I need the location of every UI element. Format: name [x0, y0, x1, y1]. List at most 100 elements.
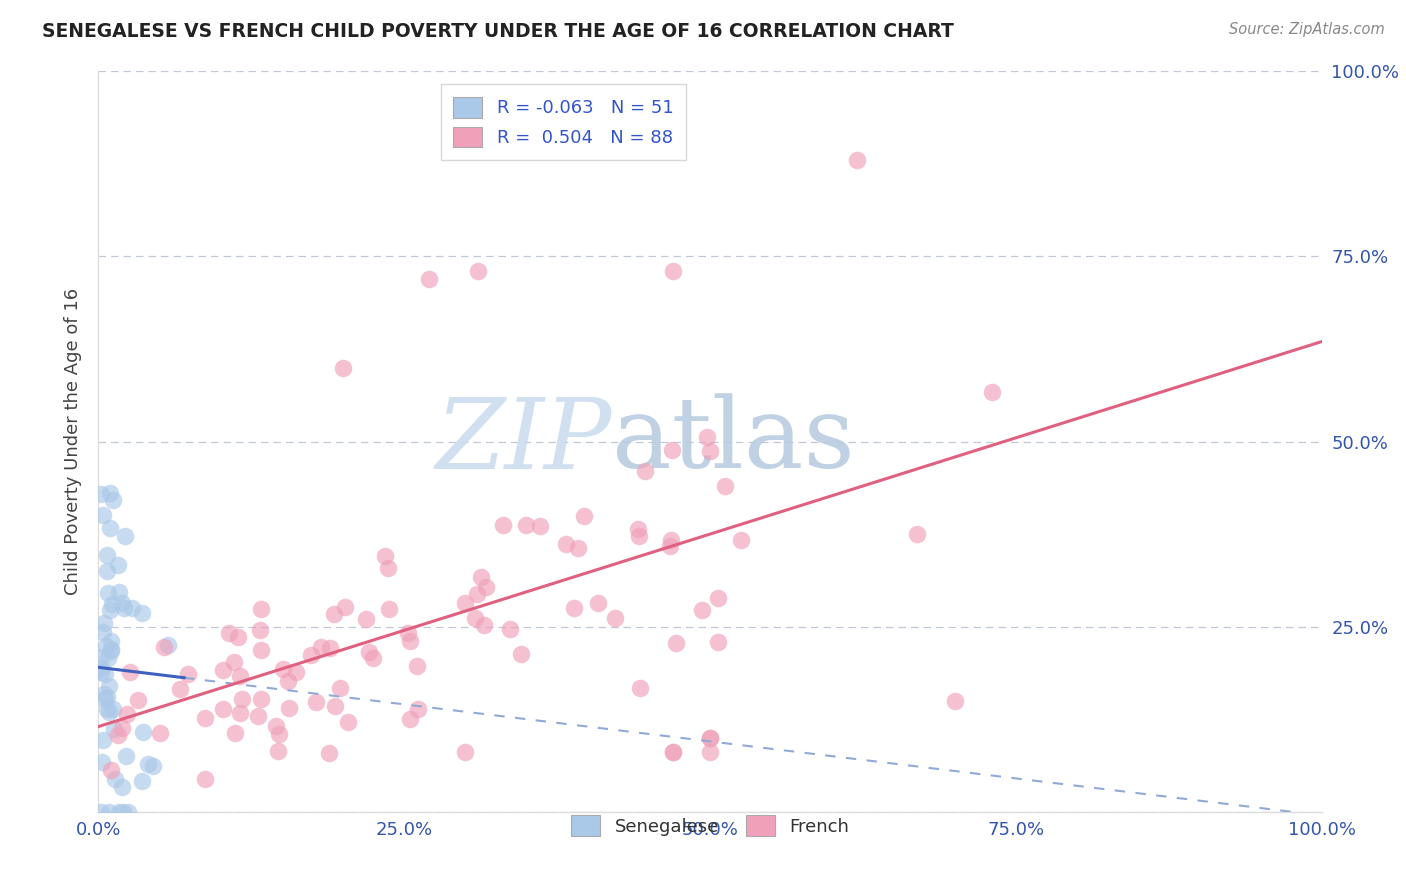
Text: ZIP: ZIP: [436, 394, 612, 489]
Point: [169, 681, 191, 696]
Point: [93, 616, 115, 631]
Point: [98, 679, 121, 693]
Point: [194, 772, 217, 786]
Point: [357, 645, 380, 659]
Point: [97, 651, 120, 665]
Point: [845, 153, 868, 168]
Point: [111, 596, 134, 610]
Y-axis label: Child Poverty Under the Age of 16: Child Poverty Under the Age of 16: [63, 288, 82, 595]
Point: [399, 712, 422, 726]
Point: [142, 759, 165, 773]
Point: [90, 650, 112, 665]
Point: [277, 673, 299, 688]
Point: [603, 611, 626, 625]
Point: [112, 805, 135, 819]
Point: [100, 634, 122, 648]
Point: [131, 607, 153, 621]
Point: [662, 746, 685, 760]
Point: [332, 360, 354, 375]
Point: [659, 533, 682, 547]
Point: [96, 690, 118, 704]
Point: [285, 665, 308, 679]
Point: [98, 486, 121, 500]
Point: [96, 702, 118, 716]
Point: [93, 687, 115, 701]
Point: [699, 746, 721, 760]
Point: [103, 723, 125, 737]
Point: [662, 264, 685, 278]
Point: [98, 805, 121, 819]
Point: [454, 746, 477, 760]
Point: [97, 586, 120, 600]
Point: [627, 522, 650, 536]
Point: [121, 600, 143, 615]
Point: [696, 430, 718, 444]
Point: [211, 702, 233, 716]
Point: [266, 719, 288, 733]
Point: [628, 681, 651, 695]
Point: [730, 533, 752, 547]
Point: [699, 731, 721, 745]
Point: [194, 711, 217, 725]
Point: [91, 755, 114, 769]
Point: [90, 487, 112, 501]
Point: [499, 622, 522, 636]
Point: [567, 541, 589, 555]
Point: [354, 612, 377, 626]
Point: [627, 528, 650, 542]
Point: [574, 508, 596, 523]
Point: [157, 638, 180, 652]
Point: [378, 602, 401, 616]
Point: [377, 561, 399, 575]
Point: [467, 264, 489, 278]
Point: [699, 731, 721, 745]
Point: [249, 692, 271, 706]
Point: [454, 596, 477, 610]
Point: [406, 659, 429, 673]
Point: [98, 603, 121, 617]
Text: Source: ZipAtlas.com: Source: ZipAtlas.com: [1229, 22, 1385, 37]
Point: [465, 587, 488, 601]
Point: [943, 694, 966, 708]
Point: [228, 706, 250, 720]
Point: [406, 701, 429, 715]
Point: [665, 636, 688, 650]
Point: [107, 805, 129, 819]
Point: [690, 602, 713, 616]
Point: [93, 691, 115, 706]
Point: [319, 641, 342, 656]
Point: [224, 725, 246, 739]
Point: [247, 709, 270, 723]
Text: SENEGALESE VS FRENCH CHILD POVERTY UNDER THE AGE OF 16 CORRELATION CHART: SENEGALESE VS FRENCH CHILD POVERTY UNDER…: [42, 22, 955, 41]
Point: [101, 702, 124, 716]
Point: [318, 746, 340, 760]
Point: [118, 665, 141, 680]
Point: [472, 617, 495, 632]
Point: [91, 732, 114, 747]
Point: [714, 479, 737, 493]
Point: [136, 756, 159, 771]
Point: [336, 715, 359, 730]
Point: [396, 626, 419, 640]
Point: [311, 640, 333, 654]
Point: [127, 692, 149, 706]
Point: [226, 630, 249, 644]
Point: [267, 744, 290, 758]
Point: [905, 527, 928, 541]
Point: [90, 660, 112, 674]
Point: [91, 625, 114, 640]
Point: [111, 722, 134, 736]
Point: [271, 662, 294, 676]
Point: [229, 669, 252, 683]
Point: [980, 384, 1002, 399]
Point: [107, 558, 129, 572]
Point: [131, 774, 153, 789]
Point: [98, 520, 121, 534]
Text: atlas: atlas: [612, 393, 855, 490]
Point: [658, 539, 681, 553]
Point: [90, 665, 112, 680]
Point: [91, 508, 114, 523]
Point: [470, 569, 492, 583]
Point: [492, 518, 515, 533]
Point: [98, 706, 121, 720]
